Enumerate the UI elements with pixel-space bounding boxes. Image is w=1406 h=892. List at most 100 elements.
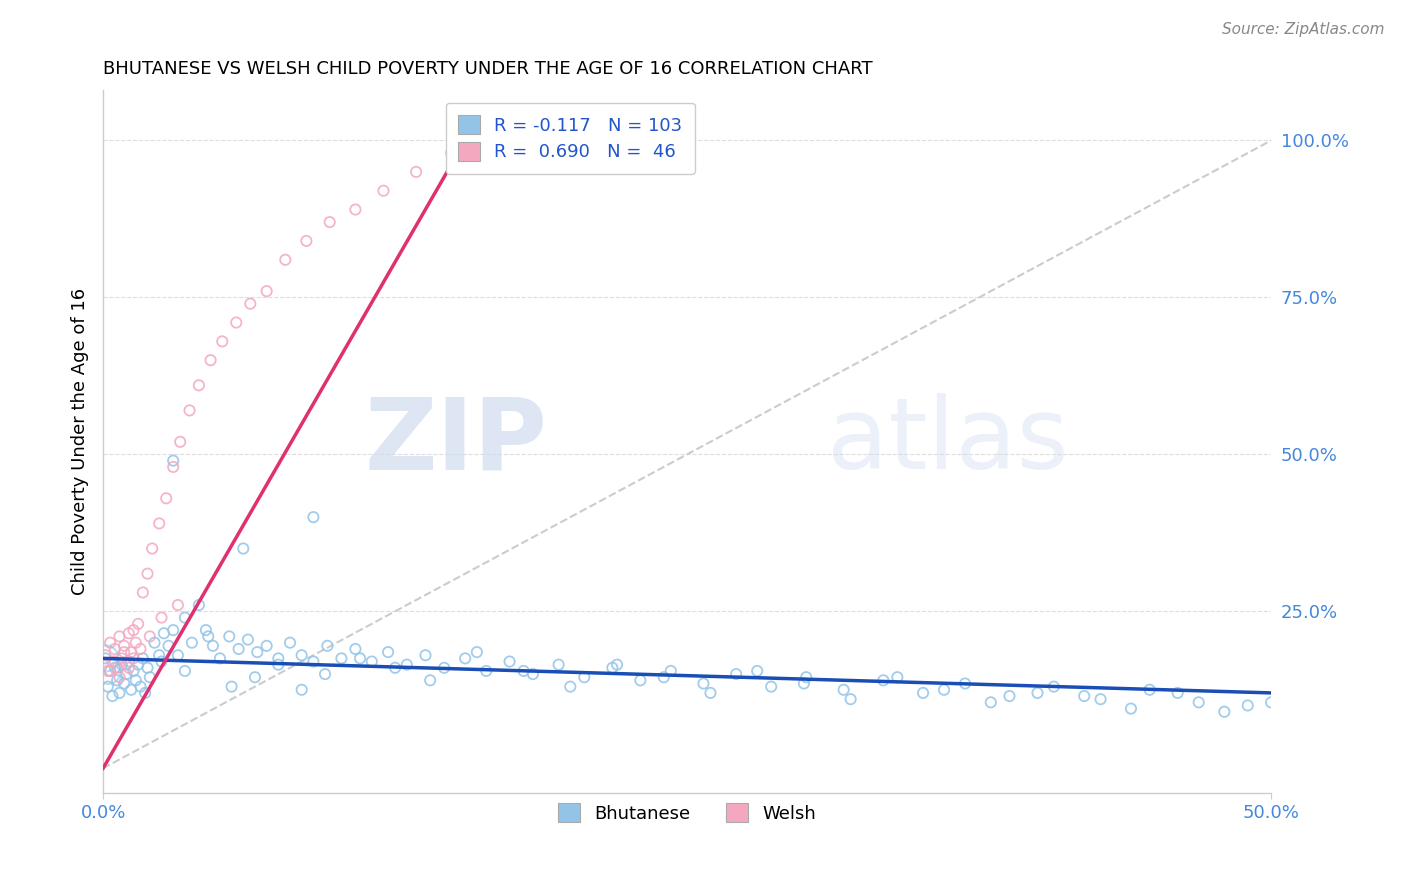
Point: [522, 667, 544, 681]
Point: [104, 642, 127, 657]
Point: [291, 682, 314, 697]
Point: [291, 648, 314, 663]
Point: [239, 296, 262, 310]
Point: [349, 651, 371, 665]
Point: [208, 651, 231, 665]
Point: [101, 689, 124, 703]
Point: [725, 667, 748, 681]
Point: [980, 695, 1002, 709]
Point: [104, 661, 127, 675]
Text: Source: ZipAtlas.com: Source: ZipAtlas.com: [1222, 22, 1385, 37]
Point: [143, 636, 166, 650]
Point: [1043, 680, 1066, 694]
Text: atlas: atlas: [827, 393, 1069, 491]
Point: [344, 202, 367, 217]
Point: [1026, 686, 1049, 700]
Point: [475, 664, 498, 678]
Point: [267, 651, 290, 665]
Point: [747, 664, 769, 678]
Point: [105, 661, 128, 675]
Point: [187, 598, 209, 612]
Point: [628, 673, 651, 688]
Point: [872, 673, 894, 688]
Point: [98, 636, 121, 650]
Point: [194, 623, 217, 637]
Point: [440, 146, 463, 161]
Point: [232, 541, 254, 556]
Point: [127, 616, 149, 631]
Point: [953, 676, 976, 690]
Point: [606, 657, 628, 672]
Point: [377, 645, 399, 659]
Point: [344, 642, 367, 657]
Point: [169, 434, 191, 449]
Point: [167, 648, 190, 663]
Point: [148, 648, 170, 663]
Point: [179, 403, 201, 417]
Point: [98, 664, 121, 678]
Point: [236, 632, 259, 647]
Point: [547, 657, 569, 672]
Point: [141, 541, 163, 556]
Text: BHUTANESE VS WELSH CHILD POVERTY UNDER THE AGE OF 16 CORRELATION CHART: BHUTANESE VS WELSH CHILD POVERTY UNDER T…: [103, 60, 873, 78]
Point: [155, 491, 177, 506]
Point: [692, 676, 714, 690]
Point: [319, 215, 342, 229]
Point: [118, 661, 141, 675]
Point: [129, 642, 152, 657]
Point: [201, 639, 224, 653]
Point: [1236, 698, 1258, 713]
Point: [136, 566, 159, 581]
Point: [560, 680, 582, 694]
Point: [134, 686, 156, 700]
Point: [832, 682, 855, 697]
Point: [1167, 686, 1189, 700]
Point: [101, 655, 124, 669]
Point: [498, 655, 520, 669]
Point: [180, 636, 202, 650]
Point: [108, 629, 131, 643]
Point: [127, 657, 149, 672]
Point: [97, 680, 120, 694]
Point: [794, 670, 817, 684]
Point: [125, 673, 148, 688]
Point: [132, 651, 155, 665]
Point: [912, 686, 935, 700]
Point: [111, 651, 134, 665]
Point: [373, 184, 395, 198]
Point: [162, 623, 184, 637]
Point: [221, 680, 243, 694]
Point: [120, 682, 142, 697]
Point: [246, 645, 269, 659]
Point: [243, 670, 266, 684]
Point: [157, 639, 180, 653]
Point: [153, 626, 176, 640]
Point: [115, 657, 138, 672]
Point: [1139, 682, 1161, 697]
Point: [94, 648, 117, 663]
Point: [173, 664, 195, 678]
Point: [122, 651, 145, 665]
Point: [136, 661, 159, 675]
Y-axis label: Child Poverty Under the Age of 16: Child Poverty Under the Age of 16: [72, 288, 89, 595]
Point: [1119, 701, 1142, 715]
Point: [218, 629, 240, 643]
Point: [200, 353, 222, 368]
Point: [139, 670, 162, 684]
Point: [1260, 695, 1282, 709]
Point: [228, 642, 250, 657]
Point: [512, 664, 534, 678]
Point: [256, 639, 278, 653]
Point: [108, 686, 131, 700]
Point: [162, 459, 184, 474]
Point: [122, 664, 145, 678]
Point: [1073, 689, 1095, 703]
Point: [295, 234, 318, 248]
Point: [602, 661, 624, 675]
Point: [162, 453, 184, 467]
Point: [125, 636, 148, 650]
Point: [112, 676, 135, 690]
Point: [112, 639, 135, 653]
Point: [998, 689, 1021, 703]
Point: [302, 510, 325, 524]
